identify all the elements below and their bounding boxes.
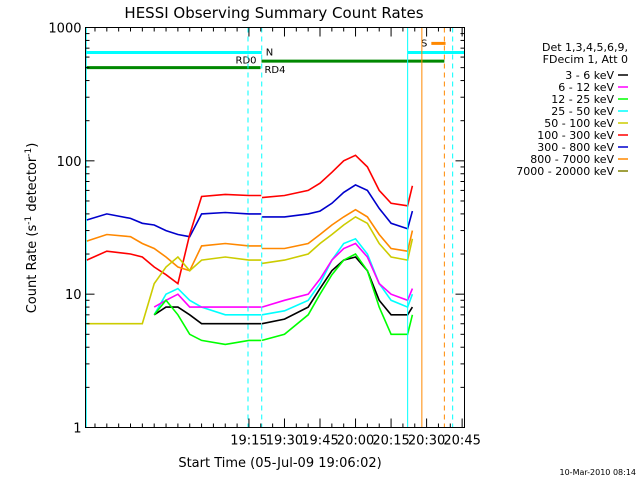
series-line bbox=[153, 287, 262, 316]
x-axis-label: Start Time (05-Jul-09 19:06:02) bbox=[178, 456, 381, 471]
legend-label: 7000 - 20000 keV bbox=[516, 165, 614, 178]
y-axis-label-part: Count Rate (s bbox=[25, 225, 40, 314]
series-line bbox=[153, 306, 262, 325]
y-axis-label-part: ) bbox=[25, 143, 40, 148]
legend-header: Det 1,3,4,5,6,9, bbox=[542, 41, 628, 54]
series-line bbox=[86, 193, 262, 285]
x-tick-label: 19:15 bbox=[230, 434, 267, 449]
series-line bbox=[153, 293, 262, 308]
y-tick-label: 10 bbox=[65, 288, 82, 303]
flag-bars: N RD0 RD4 S bbox=[85, 38, 465, 76]
series-line bbox=[261, 154, 414, 207]
series-line bbox=[153, 299, 262, 346]
x-tick-label: 19:45 bbox=[301, 434, 338, 449]
series-lines bbox=[86, 154, 414, 346]
x-tick-label: 20:45 bbox=[443, 434, 480, 449]
series-line bbox=[261, 215, 414, 265]
x-tick-label: 20:30 bbox=[408, 434, 445, 449]
legend-label: 6 - 12 keV bbox=[558, 81, 614, 94]
y-axis-label-sup: -1 bbox=[24, 216, 34, 225]
y-axis-label: Count Rate (s-1 detector-1) bbox=[24, 143, 40, 314]
y-axis-label-part: detector bbox=[25, 156, 40, 216]
legend-label: 3 - 6 keV bbox=[565, 69, 614, 82]
y-tick-label: 1 bbox=[73, 422, 81, 437]
series-line bbox=[86, 255, 262, 325]
legend-label: 100 - 300 keV bbox=[537, 129, 614, 142]
flag-label: N bbox=[266, 47, 273, 58]
series-line bbox=[261, 252, 414, 342]
series-line bbox=[261, 242, 414, 308]
flag-label: S bbox=[421, 38, 427, 49]
series-line bbox=[262, 183, 414, 230]
timestamp: 10-Mar-2010 08:14 bbox=[560, 468, 637, 477]
x-tick-label: 19:30 bbox=[266, 434, 303, 449]
legend-label: 300 - 800 keV bbox=[537, 141, 614, 154]
x-tick-label: 20:15 bbox=[372, 434, 409, 449]
legend-label: 800 - 7000 keV bbox=[530, 153, 614, 166]
legend-label: 12 - 25 keV bbox=[551, 93, 614, 106]
x-tick-label: 20:00 bbox=[337, 434, 374, 449]
series-line bbox=[262, 208, 414, 253]
series-line bbox=[86, 211, 262, 238]
legend-header: FDecim 1, Att 0 bbox=[543, 53, 628, 66]
legend-label: 25 - 50 keV bbox=[551, 105, 614, 118]
y-tick-label: 100 bbox=[57, 155, 82, 170]
series-line bbox=[261, 237, 414, 316]
flag-label: RD0 bbox=[236, 56, 257, 67]
chart-title: HESSI Observing Summary Count Rates bbox=[124, 4, 423, 22]
y-axis-label-sup: -1 bbox=[24, 148, 34, 157]
legend-label: 50 - 100 keV bbox=[544, 117, 614, 130]
flag-label: RD4 bbox=[264, 65, 285, 76]
y-axis-ticks: 1 10 100 1000 bbox=[48, 22, 465, 437]
y-tick-label: 1000 bbox=[48, 22, 81, 37]
plot-frame bbox=[85, 27, 465, 428]
vertical-markers bbox=[85, 27, 454, 428]
legend: Det 1,3,4,5,6,9,FDecim 1, Att 0 3 - 6 keV… bbox=[516, 41, 628, 178]
series-line bbox=[261, 256, 414, 325]
